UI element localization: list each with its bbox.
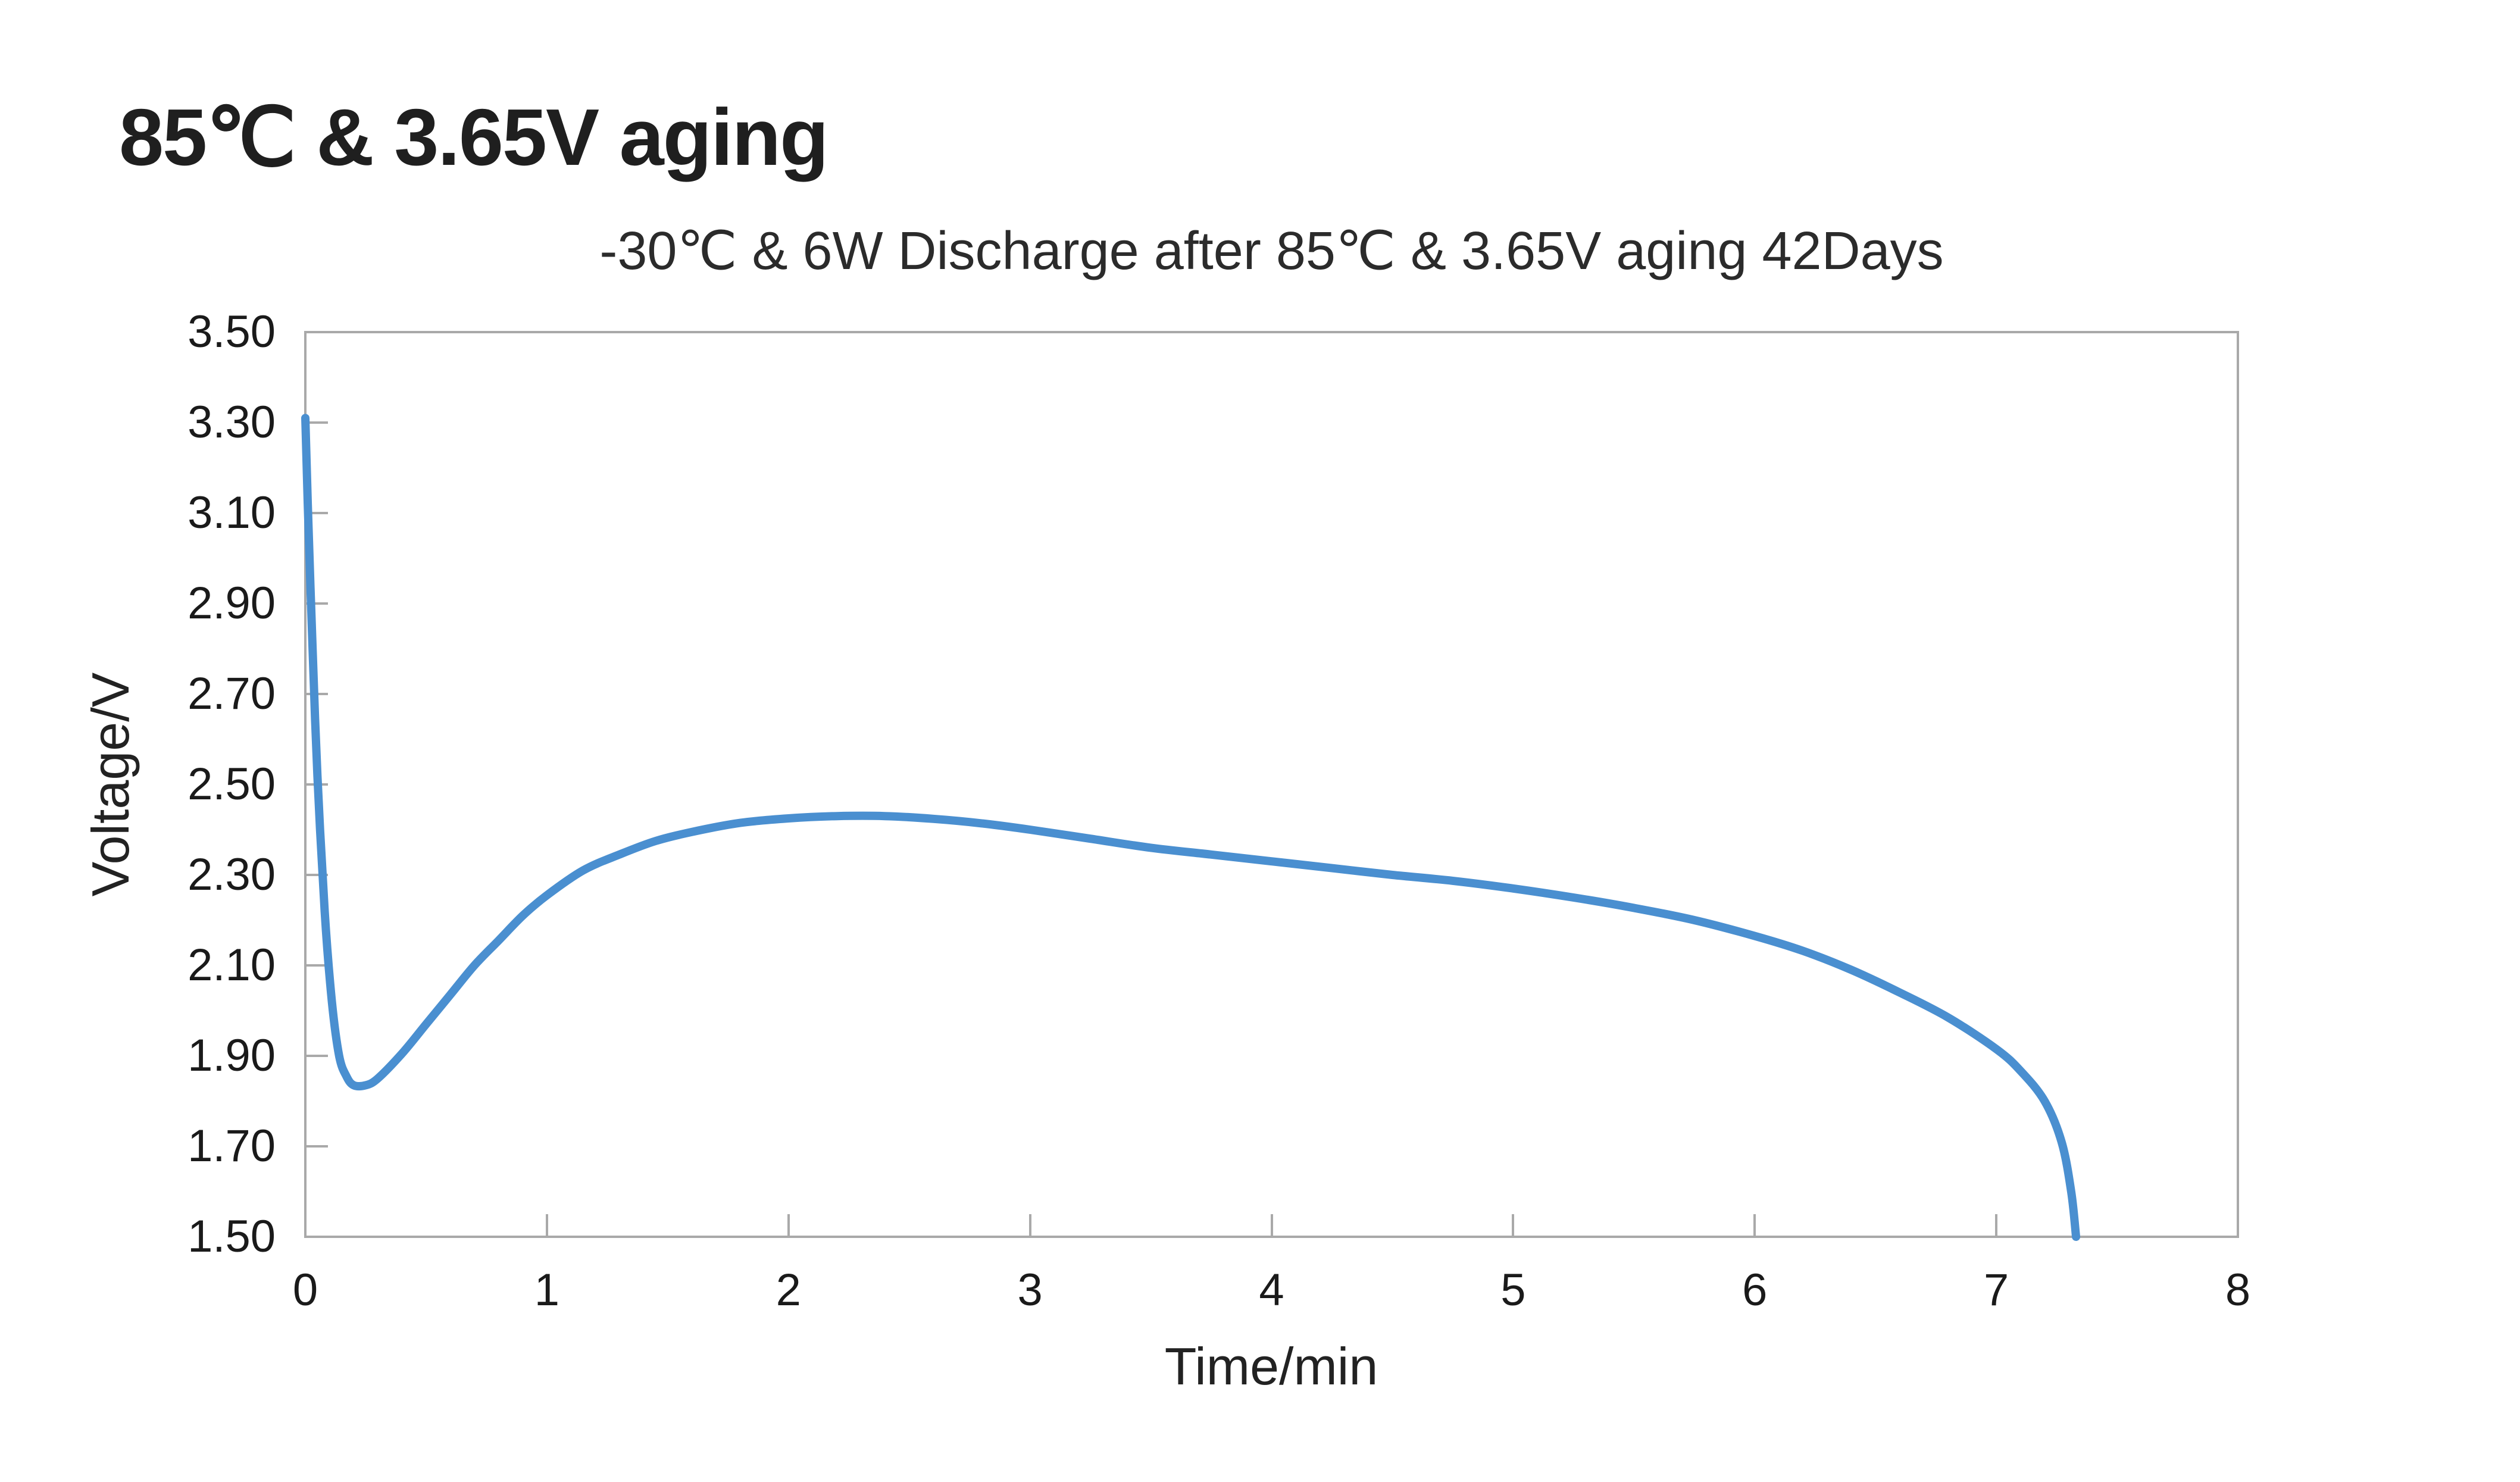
x-axis-title: Time/min [1164,1337,1378,1396]
y-axis-tick-mark [305,602,328,605]
y-axis-tick-label: 3.30 [187,397,276,448]
x-axis-tick-mark [1270,1214,1273,1237]
x-axis-tick-label: 7 [1983,1265,2009,1315]
y-axis-tick-label: 1.70 [187,1121,276,1171]
y-axis-tick-mark [305,964,328,967]
y-axis-tick-mark [305,874,328,876]
y-axis-tick-label: 2.70 [187,668,276,719]
y-axis-tick-label: 1.90 [187,1030,276,1081]
x-axis-tick-label: 3 [1017,1265,1043,1315]
x-axis-tick-label: 6 [1742,1265,1768,1315]
y-axis-tick-mark [305,421,328,424]
y-axis-tick-label: 2.50 [187,759,276,809]
x-axis-tick-mark [545,1214,548,1237]
chart-subtitle: -30℃ & 6W Discharge after 85℃ & 3.65V ag… [599,221,1944,281]
x-axis-tick-label: 8 [2225,1265,2251,1315]
x-axis-tick-label: 4 [1259,1265,1284,1315]
y-axis-tick-label: 1.50 [187,1211,276,1262]
x-axis-tick-mark [1512,1214,1515,1237]
y-axis-tick-label: 2.90 [187,578,276,629]
x-axis-tick-label: 1 [534,1265,560,1315]
x-axis-tick-mark [1028,1214,1031,1237]
x-axis-tick-mark [1753,1214,1756,1237]
y-axis-title: Voltage/V [81,672,140,897]
y-axis-tick-mark [305,1055,328,1057]
x-axis-tick-label: 2 [776,1265,801,1315]
y-axis-tick-mark [305,1145,328,1148]
page-title: 85℃ & 3.65V aging [119,92,829,182]
discharge-curve-line [301,414,2081,1241]
y-axis-tick-label: 3.10 [187,487,276,538]
y-axis-tick-label: 2.30 [187,849,276,900]
y-axis-tick-label: 2.10 [187,940,276,990]
y-axis-tick-mark [305,512,328,514]
x-axis-tick-label: 0 [292,1265,318,1315]
x-axis-tick-mark [787,1214,790,1237]
y-axis-tick-label: 3.50 [187,307,276,357]
plot-area [301,414,2081,1241]
x-axis-tick-mark [1995,1214,1998,1237]
x-axis-tick-label: 5 [1500,1265,1526,1315]
